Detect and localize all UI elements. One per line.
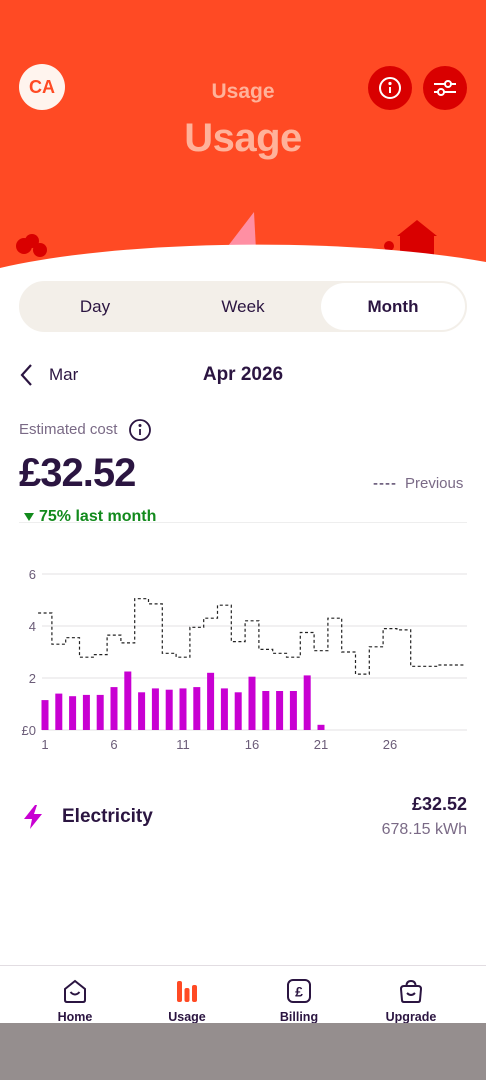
nav-home-label: Home <box>57 1010 93 1024</box>
svg-text:£: £ <box>295 984 303 1000</box>
electricity-row[interactable]: Electricity £32.52 678.15 kWh <box>19 790 467 850</box>
tab-month[interactable]: Month <box>321 283 465 330</box>
header: CA Usage Usage <box>0 0 486 270</box>
usage-bar <box>41 700 49 730</box>
nav-billing-label: Billing <box>279 1010 319 1024</box>
system-navigation-bar <box>0 1023 486 1080</box>
previous-series-line <box>38 598 466 675</box>
lightning-icon <box>24 805 42 829</box>
usage-bar <box>124 671 132 730</box>
x-tick-label: 1 <box>41 737 48 752</box>
usage-bar <box>276 691 284 730</box>
nav-usage[interactable]: Usage <box>147 978 227 1024</box>
x-tick-label: 11 <box>176 737 190 752</box>
x-tick-label: 21 <box>314 737 328 752</box>
fuel-cost: £32.52 <box>411 794 467 814</box>
estimated-cost-value: £32.52 <box>19 451 136 495</box>
fuel-usage: 678.15 kWh <box>381 821 467 838</box>
y-tick-label: 6 <box>29 567 36 582</box>
usage-bar <box>207 672 215 730</box>
fuel-name: Electricity <box>62 806 153 827</box>
pound-icon: £ <box>287 979 311 1003</box>
triangle-down-icon <box>24 513 34 521</box>
usage-bar <box>110 687 118 730</box>
x-tick-label: 16 <box>245 737 259 752</box>
usage-bar <box>96 694 104 730</box>
usage-bar <box>234 692 242 730</box>
y-tick-label: £0 <box>22 723 36 738</box>
previous-legend-label: Previous <box>404 475 464 492</box>
y-tick-label: 2 <box>29 671 36 686</box>
filter-button[interactable] <box>423 66 467 110</box>
usage-chart: 642£01 6 11 16 21 26 <box>22 567 467 752</box>
previous-period-label: Mar <box>49 365 79 384</box>
header-illustration <box>0 212 486 270</box>
current-period: Apr 2026 <box>202 364 284 385</box>
sliders-icon <box>434 80 456 96</box>
estimated-cost-info-button[interactable] <box>128 418 152 447</box>
page-title-small: Usage <box>211 80 275 103</box>
usage-bar <box>248 676 256 730</box>
previous-legend: ---- Previous <box>373 475 463 492</box>
period-navigation: Mar Apr 2026 <box>19 360 467 390</box>
usage-bar <box>289 691 297 730</box>
x-tick-label: 6 <box>110 737 117 752</box>
usage-bar <box>69 696 77 730</box>
info-icon <box>129 419 151 441</box>
y-tick-label: 4 <box>29 619 36 634</box>
divider <box>19 522 467 523</box>
tab-day[interactable]: Day <box>79 296 111 316</box>
usage-bar <box>55 693 63 730</box>
usage-bar <box>317 724 325 730</box>
avatar[interactable]: CA <box>19 64 65 110</box>
usage-bar <box>138 692 146 730</box>
nav-usage-label: Usage <box>168 1010 206 1024</box>
avatar-initials: CA <box>29 76 55 97</box>
usage-bar <box>262 691 270 730</box>
info-button[interactable] <box>368 66 412 110</box>
bottom-navigation: Home Usage £ Billing Upgrad <box>0 965 486 1024</box>
chevron-left-icon <box>20 364 32 386</box>
nav-upgrade[interactable]: Upgrade <box>371 978 451 1024</box>
usage-bar <box>151 688 159 730</box>
comparison-badge: 75% last month <box>23 508 156 526</box>
dashed-line-icon: ---- <box>373 475 397 492</box>
usage-bar <box>165 689 173 730</box>
usage-bar <box>220 688 228 730</box>
usage-bar <box>303 675 311 730</box>
info-icon <box>379 77 401 99</box>
bag-icon <box>399 979 423 1003</box>
x-tick-label: 26 <box>383 737 397 752</box>
usage-bar <box>193 687 201 730</box>
comparison-text: 75% last month <box>39 508 157 525</box>
home-icon <box>64 979 86 1003</box>
usage-bars-icon <box>177 981 197 1002</box>
period-tabs: Day Week Month <box>19 281 467 332</box>
nav-billing[interactable]: £ Billing <box>259 978 339 1024</box>
previous-period-button[interactable]: Mar <box>19 360 78 390</box>
nav-home[interactable]: Home <box>35 978 115 1024</box>
page-title: Usage <box>184 116 302 160</box>
nav-upgrade-label: Upgrade <box>385 1010 437 1024</box>
estimated-cost-label: Estimated cost <box>19 421 118 438</box>
usage-bar <box>82 694 90 730</box>
tab-week[interactable]: Week <box>221 296 265 316</box>
usage-bar <box>179 688 187 730</box>
